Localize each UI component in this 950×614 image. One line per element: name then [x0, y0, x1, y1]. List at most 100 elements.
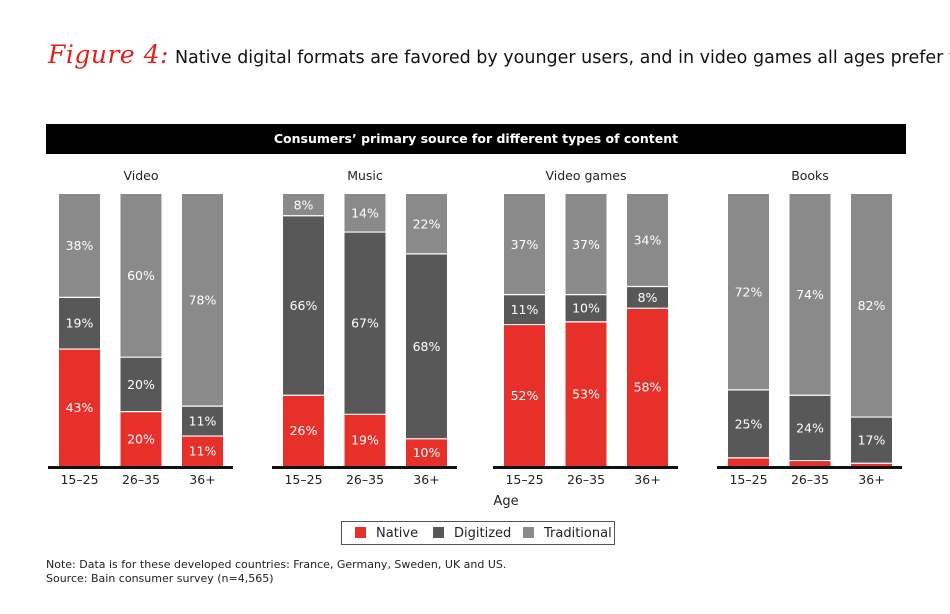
- bar-segment-video-games-15-25-native: [504, 324, 545, 466]
- note-text: Note: Data is for these developed countr…: [46, 558, 507, 571]
- bar-segment-books-26-35-native: [789, 460, 831, 466]
- tick-label-video-games-36: 36+: [634, 472, 660, 487]
- figure-label: Figure 4:: [48, 40, 169, 69]
- data-label-video-games-26-35-traditional: 37%: [572, 237, 600, 252]
- bar-segment-books-26-35-traditional: [789, 194, 831, 396]
- tick-label-video-36: 36+: [189, 472, 215, 487]
- data-label-books-15-25-digitized: 25%: [735, 416, 763, 431]
- bar-segment-music-36-traditional: [406, 194, 447, 254]
- bar-segment-music-15-25-digitized: [283, 215, 324, 396]
- data-label-music-26-35-digitized: 67%: [351, 316, 379, 331]
- legend-label-traditional: Traditional: [544, 526, 612, 541]
- panel-title-video: Video: [123, 168, 158, 183]
- tick-label-music-26-35: 26–35: [346, 472, 384, 487]
- tick-label-music-36: 36+: [413, 472, 439, 487]
- tick-label-video-games-26-35: 26–35: [567, 472, 605, 487]
- data-label-music-36-native: 10%: [413, 445, 441, 460]
- baseline-axis-music: [272, 466, 457, 469]
- bar-segment-video-games-26-35-traditional: [565, 194, 607, 295]
- data-label-video-26-35-digitized: 20%: [127, 377, 155, 392]
- legend-item-native: Native: [355, 526, 418, 541]
- data-label-books-15-25-traditional: 72%: [735, 284, 763, 299]
- legend-item-traditional: Traditional: [523, 526, 612, 541]
- bar-segment-books-15-25-traditional: [728, 194, 769, 390]
- data-label-video-games-36-traditional: 34%: [634, 233, 662, 248]
- data-label-video-games-36-native: 58%: [634, 380, 662, 395]
- baseline-axis-video-games: [493, 466, 678, 469]
- baseline-axis-video: [48, 466, 233, 469]
- data-label-video-26-35-traditional: 60%: [127, 268, 155, 283]
- legend: Native Digitized Traditional: [341, 521, 615, 545]
- tick-label-video-games-15-25: 15–25: [505, 472, 543, 487]
- legend-swatch-digitized: [433, 527, 444, 538]
- data-label-music-26-35-native: 19%: [351, 433, 379, 448]
- tick-label-books-36: 36+: [858, 472, 884, 487]
- data-label-video-26-35-native: 20%: [127, 431, 155, 446]
- bar-segment-books-15-25-digitized: [728, 389, 769, 458]
- data-label-video-36-native: 11%: [189, 444, 217, 459]
- stacked-bar-chart: Video 43% 19% 38% 15–25 20% 20% 60% 26–35 11% 11% 7…: [48, 168, 902, 487]
- data-label-video-15-25-digitized: 19%: [66, 316, 94, 331]
- data-label-music-36-digitized: 68%: [413, 339, 441, 354]
- bar-segment-video-games-15-25-traditional: [504, 194, 545, 295]
- data-label-music-15-25-digitized: 66%: [290, 298, 318, 313]
- data-label-video-games-36-digitized: 8%: [638, 290, 658, 305]
- data-label-video-games-15-25-digitized: 11%: [511, 302, 539, 317]
- bar-segment-music-26-35-digitized: [344, 232, 386, 415]
- bar-segment-video-games-36-native: [627, 308, 668, 466]
- bar-segment-video-games-36-digitized: [627, 286, 668, 309]
- bar-segment-video-26-35-digitized: [120, 357, 162, 412]
- bar-segment-music-15-25-native: [283, 395, 324, 466]
- legend-swatch-native: [355, 527, 366, 538]
- data-label-video-games-15-25-traditional: 37%: [511, 237, 539, 252]
- bar-segment-video-36-digitized: [182, 406, 223, 437]
- data-label-video-games-15-25-native: 52%: [511, 388, 539, 403]
- data-label-books-36-traditional: 82%: [858, 298, 886, 313]
- chart-banner: Consumers’ primary source for different …: [46, 124, 906, 154]
- panel-title-music: Music: [347, 168, 383, 183]
- data-label-music-15-25-native: 26%: [290, 423, 318, 438]
- legend-item-digitized: Digitized: [433, 526, 511, 541]
- panel-title-books: Books: [791, 168, 829, 183]
- bar-segment-video-games-26-35-digitized: [565, 294, 607, 322]
- bar-segment-music-15-25-traditional: [283, 194, 324, 216]
- bar-segment-music-36-native: [406, 438, 447, 466]
- bar-segment-video-15-25-native: [59, 349, 100, 466]
- tick-label-music-15-25: 15–25: [284, 472, 322, 487]
- bar-segment-video-games-36-traditional: [627, 194, 668, 287]
- data-label-video-15-25-traditional: 38%: [66, 238, 94, 253]
- legend-label-digitized: Digitized: [454, 526, 512, 541]
- data-label-video-36-digitized: 11%: [189, 414, 217, 429]
- panel-title-video-games: Video games: [546, 168, 627, 183]
- bar-segment-music-26-35-traditional: [344, 194, 386, 233]
- data-label-video-games-26-35-digitized: 10%: [572, 301, 600, 316]
- bar-segment-video-15-25-digitized: [59, 297, 100, 350]
- data-label-books-26-35-traditional: 74%: [796, 287, 824, 302]
- bar-segment-music-36-digitized: [406, 253, 447, 439]
- tick-label-books-15-25: 15–25: [729, 472, 767, 487]
- legend-label-native: Native: [376, 526, 419, 541]
- data-label-music-26-35-traditional: 14%: [351, 206, 379, 221]
- bar-segment-video-games-15-25-digitized: [504, 294, 545, 325]
- tick-label-video-26-35: 26–35: [122, 472, 160, 487]
- bar-segment-music-26-35-native: [344, 414, 386, 466]
- bar-segment-video-36-traditional: [182, 194, 223, 407]
- bar-segment-books-36-traditional: [851, 194, 892, 418]
- bar-segment-books-36-digitized: [851, 417, 892, 464]
- bar-segment-books-26-35-digitized: [789, 395, 831, 461]
- tick-label-video-15-25: 15–25: [60, 472, 98, 487]
- data-label-music-36-traditional: 22%: [413, 216, 441, 231]
- tick-label-books-26-35: 26–35: [791, 472, 829, 487]
- data-label-music-15-25-traditional: 8%: [294, 197, 314, 212]
- bar-segment-video-15-25-traditional: [59, 194, 100, 298]
- bar-segment-books-36-native: [851, 463, 892, 466]
- data-label-video-games-26-35-native: 53%: [572, 386, 600, 401]
- baseline-axis-books: [717, 466, 902, 469]
- bar-segment-video-26-35-traditional: [120, 194, 162, 358]
- data-label-video-15-25-native: 43%: [66, 400, 94, 415]
- legend-swatch-traditional: [523, 527, 534, 538]
- data-label-books-36-digitized: 17%: [858, 433, 886, 448]
- bar-segment-video-games-26-35-native: [565, 321, 607, 466]
- data-label-books-26-35-digitized: 24%: [796, 420, 824, 435]
- figure-headline: Native digital formats are favored by yo…: [174, 48, 950, 68]
